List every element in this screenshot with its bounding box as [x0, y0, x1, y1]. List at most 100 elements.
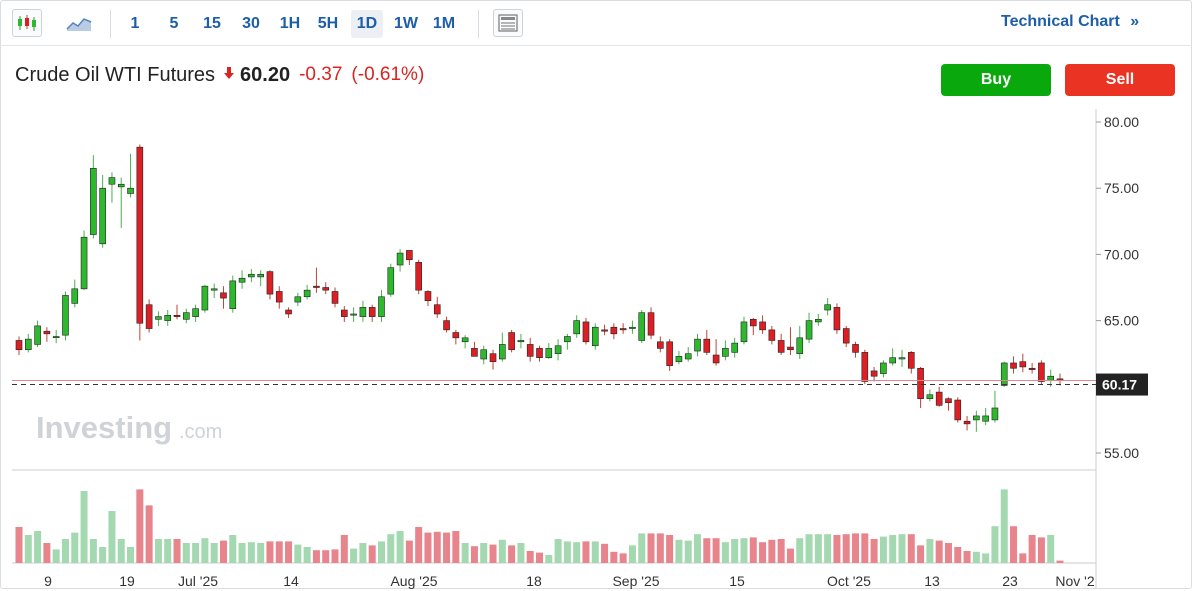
candle-body — [1028, 367, 1036, 370]
technical-chart-link-label: Technical Chart — [1001, 13, 1120, 30]
volume-bar — [461, 543, 469, 563]
chart-toolbar: 1 5 15 30 1H 5H 1D 1W 1M Technical Chart… — [0, 0, 1192, 46]
volume-bar — [415, 527, 423, 563]
timeframe-1m[interactable]: 1M — [432, 15, 456, 32]
news-layout-icon[interactable] — [493, 9, 523, 37]
last-price-tag-label: 60.17 — [1102, 377, 1137, 393]
candle-body — [973, 415, 980, 421]
timeframe-1w[interactable]: 1W — [394, 15, 418, 32]
time-axis: 9 19 Jul '25 14 Aug '25 18 Sep '25 15 Oct '25 13 2… — [44, 573, 1095, 589]
timeframe-30[interactable]: 30 — [242, 15, 260, 32]
volume-bar — [229, 535, 237, 563]
candle-body — [582, 321, 590, 343]
volume-bar — [898, 534, 906, 563]
volume-bar — [768, 539, 776, 563]
volume-bar — [89, 539, 97, 563]
candle-body — [220, 292, 227, 299]
candle-body — [1019, 361, 1027, 368]
volume-bar — [684, 540, 692, 563]
volume-bar — [43, 543, 51, 563]
candle-body — [285, 309, 292, 315]
volume-bar — [536, 552, 543, 563]
time-tick-label: 19 — [119, 573, 135, 589]
volume-bar — [350, 548, 358, 563]
candle-body — [861, 352, 869, 382]
candle-body — [749, 318, 757, 327]
volume-bar — [740, 538, 748, 563]
timeframe-1d[interactable]: 1D — [351, 10, 383, 38]
volume-bar — [303, 547, 311, 563]
candle-body — [564, 336, 571, 343]
timeframe-1[interactable]: 1 — [130, 15, 140, 32]
buy-button[interactable]: Buy — [941, 64, 1051, 96]
candle-body — [731, 342, 738, 353]
last-price: 60.20 — [240, 63, 291, 86]
candle-body — [183, 312, 190, 320]
volume-bar — [340, 535, 348, 563]
candle-body — [15, 340, 23, 351]
candle-body — [331, 291, 339, 304]
volume-bar — [870, 539, 878, 563]
candle-body — [926, 394, 934, 400]
volume-bar — [935, 540, 943, 563]
volume-bar — [647, 533, 655, 563]
timeframe-1h[interactable]: 1H — [279, 15, 301, 32]
volume-bar — [517, 543, 525, 563]
candle-body — [359, 307, 367, 317]
candle-body — [341, 309, 348, 317]
timeframe-5h[interactable]: 5H — [317, 15, 339, 32]
candle-body — [722, 348, 729, 357]
candle-body — [127, 187, 134, 194]
time-tick-label: Jul '25 — [178, 573, 218, 589]
price-tick-label: 65.00 — [1104, 313, 1139, 329]
volume-bar — [108, 511, 116, 563]
candle-body — [610, 326, 618, 335]
candle-body — [415, 262, 422, 291]
area-chart-type-icon[interactable] — [64, 9, 94, 37]
candle-body — [499, 344, 506, 360]
candle-body — [777, 340, 785, 353]
volume-bar — [312, 550, 320, 563]
volume-bar — [80, 491, 88, 563]
time-tick-label: 18 — [526, 573, 542, 589]
volume-bar — [563, 541, 571, 563]
candle-body — [805, 320, 813, 340]
investing-watermark-suffix: .com — [179, 421, 222, 443]
candlestick-chart-type-icon[interactable] — [12, 9, 42, 37]
volume-bar — [917, 545, 925, 563]
volume-bar — [879, 536, 887, 563]
volume-bar — [275, 541, 283, 563]
price-change: -0.37 — [299, 64, 343, 85]
instrument-header: Crude Oil WTI Futures 60.20 -0.37 (-0.61… — [15, 62, 433, 88]
investing-watermark: Investing — [36, 410, 172, 445]
candle-body — [982, 415, 989, 422]
volume-bar — [52, 549, 60, 563]
technical-chart-link[interactable]: Technical Chart » — [1001, 13, 1139, 31]
candle-body — [815, 318, 822, 323]
volume-bar — [405, 540, 413, 563]
timeframe-15[interactable]: 15 — [203, 15, 221, 32]
volume-bar — [675, 539, 683, 563]
time-tick-label: Oct '25 — [827, 573, 871, 589]
candle-body — [647, 312, 655, 336]
volume-bar — [991, 526, 999, 563]
volume-bar — [145, 505, 153, 563]
price-tick-label: 55.00 — [1104, 445, 1139, 461]
candle-body — [350, 313, 357, 316]
sell-button[interactable]: Sell — [1065, 64, 1175, 96]
candle-body — [52, 336, 60, 338]
candle-body — [266, 271, 274, 295]
price-tick-label: 70.00 — [1104, 246, 1139, 262]
volume-bar — [749, 537, 757, 563]
candles — [15, 144, 1064, 432]
candle-body — [378, 296, 385, 317]
timeframe-5[interactable]: 5 — [169, 15, 179, 32]
volume-bar — [582, 541, 590, 563]
price-tick-label: 80.00 — [1104, 114, 1139, 130]
volume-bar — [192, 543, 200, 563]
last-price-tag — [1096, 373, 1148, 396]
candle-body — [1038, 362, 1045, 382]
price-axis: 80.00 75.00 70.00 65.00 55.00 — [1096, 114, 1139, 461]
candle-body — [1000, 362, 1008, 386]
